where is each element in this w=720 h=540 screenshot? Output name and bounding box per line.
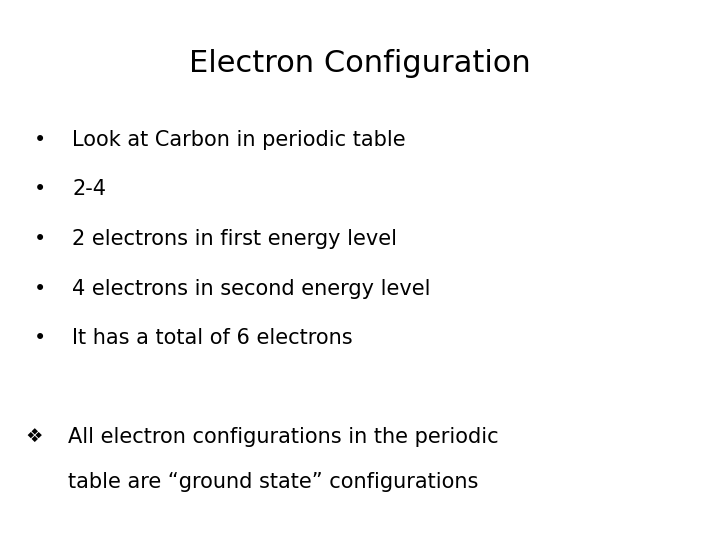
Text: •: •: [33, 229, 46, 249]
Text: Electron Configuration: Electron Configuration: [189, 49, 531, 78]
Text: ❖: ❖: [25, 427, 42, 446]
Text: It has a total of 6 electrons: It has a total of 6 electrons: [72, 328, 353, 348]
Text: 2-4: 2-4: [72, 179, 106, 199]
Text: Look at Carbon in periodic table: Look at Carbon in periodic table: [72, 130, 405, 150]
Text: •: •: [33, 279, 46, 299]
Text: 2 electrons in first energy level: 2 electrons in first energy level: [72, 229, 397, 249]
Text: table are “ground state” configurations: table are “ground state” configurations: [68, 472, 479, 492]
Text: All electron configurations in the periodic: All electron configurations in the perio…: [68, 427, 499, 447]
Text: •: •: [33, 328, 46, 348]
Text: 4 electrons in second energy level: 4 electrons in second energy level: [72, 279, 431, 299]
Text: •: •: [33, 130, 46, 150]
Text: •: •: [33, 179, 46, 199]
